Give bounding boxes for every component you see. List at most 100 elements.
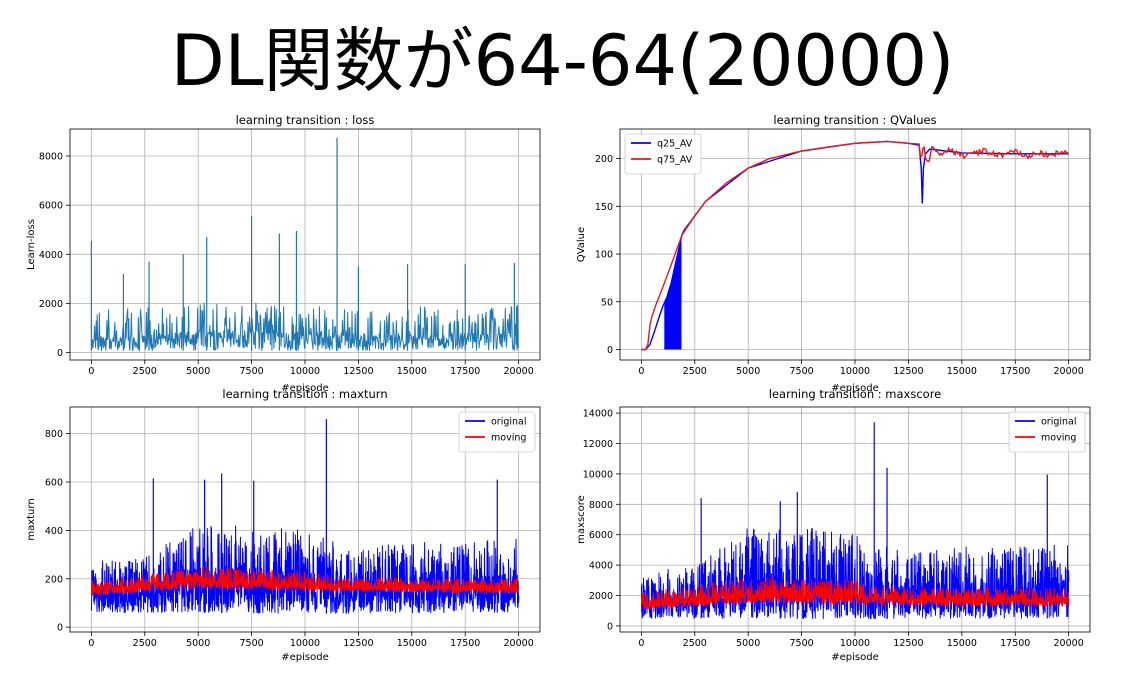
grid-lines [70,129,540,360]
y-tick-label: 0 [607,345,613,356]
chart-title: learning transition : maxturn [222,387,387,401]
chart-maxscore: learning transition : maxscore 0 2500 5000 7… [576,387,1091,663]
x-tick-label: 10000 [840,366,870,377]
x-tick-label: 20000 [1054,366,1084,377]
series-moving [90,566,520,597]
y-tick-label: 14000 [583,409,613,420]
chart-qvalues: learning transition : QValues 0 2500 5000 75… [576,113,1091,392]
series-fill [664,239,682,350]
x-tick-label: 12500 [343,366,373,377]
legend-label: q75_AV [657,155,693,166]
x-tick-label: 5000 [736,638,760,649]
x-tick-label: 2500 [683,638,707,649]
series-loss [90,137,520,352]
x-tick-label: 17500 [1000,366,1030,377]
x-tick-label: 7500 [789,638,813,649]
plot-area [641,140,1069,351]
plot-frame [619,406,1091,633]
x-tick-label: 12500 [343,638,373,649]
x-tick-label: 10000 [840,638,870,649]
x-tick-label: 7500 [789,366,813,377]
y-tick-label: 800 [45,429,63,440]
y-tick-label: 8000 [39,152,63,163]
x-tick-label: 17500 [1000,638,1030,649]
y-tick-label: 400 [45,526,63,537]
series-moving [640,577,1070,610]
y-axis-label: maxscore [576,495,587,544]
plot-area [90,419,520,614]
x-axis-label: #episode [281,383,329,392]
chart-loss: learning transition : loss 0 2500 5000 7500 1… [26,113,541,392]
y-tick-label: 200 [45,574,63,585]
chart-title: learning transition : maxscore [769,387,942,401]
series-line [90,302,520,352]
legend: q25_AV q75_AV [624,133,702,175]
legend-box [1008,411,1086,453]
y-tick-label: 4000 [39,250,63,261]
plot-frame [69,128,541,361]
y-axis-label: Learn-loss [26,219,37,270]
y-tick-label: 4000 [589,561,613,572]
y-tick-label: 200 [595,154,613,165]
slide-title: DL関数が64-64(20000) [170,20,955,102]
x-tick-label: 12500 [893,638,923,649]
x-tick-label: 0 [638,638,644,649]
x-tick-label: 12500 [893,366,923,377]
x-tick-label: 10000 [290,366,320,377]
chart-maxturn: learning transition : maxturn 0 2500 5000 75… [26,387,541,663]
x-tick-label: 7500 [239,366,263,377]
x-tick-label: 2500 [133,366,157,377]
legend: original moving [458,411,536,453]
legend-label: moving [491,433,526,444]
y-axis-label: QValue [576,227,587,262]
plot-frame [69,406,541,633]
series-q75-av [641,140,1069,351]
y-tick-label: 0 [607,621,613,632]
x-tick-label: 2500 [133,638,157,649]
series-line [640,577,1070,610]
series-line [641,140,1069,351]
y-tick-label: 50 [601,297,613,308]
plot-area [90,137,520,352]
y-tick-label: 150 [595,202,613,213]
x-tick-label: 5000 [186,638,210,649]
x-axis-label: #episode [831,652,879,663]
legend-label: original [1041,417,1077,428]
x-tick-label: 15000 [947,366,977,377]
x-axis-label: #episode [831,383,879,392]
x-tick-label: 15000 [947,638,977,649]
y-axis-label: maxturn [26,498,37,540]
x-tick-label: 0 [88,366,94,377]
x-axis-label: #episode [281,652,329,663]
x-tick-label: 20000 [504,638,534,649]
y-tick-label: 600 [45,478,63,489]
chart-title: learning transition : QValues [773,113,936,127]
y-tick-label: 0 [57,623,63,634]
x-tick-label: 15000 [397,366,427,377]
y-tick-label: 2000 [589,591,613,602]
x-tick-label: 0 [88,638,94,649]
y-tick-label: 8000 [589,500,613,511]
y-tick-label: 6000 [589,530,613,541]
x-tick-label: 0 [638,366,644,377]
x-tick-label: 20000 [1054,638,1084,649]
x-tick-label: 5000 [186,366,210,377]
y-tick-label: 6000 [39,201,63,212]
y-tick-label: 0 [57,348,63,359]
legend-label: moving [1041,433,1076,444]
plot-frame [619,128,1091,361]
legend-label: q25_AV [657,139,693,150]
plot-area [640,422,1070,620]
chart-title: learning transition : loss [236,113,375,127]
x-tick-label: 17500 [450,366,480,377]
y-tick-label: 12000 [583,439,613,450]
legend-box [458,411,536,453]
x-tick-label: 2500 [683,366,707,377]
y-tick-label: 10000 [583,469,613,480]
x-tick-label: 17500 [450,638,480,649]
y-tick-label: 100 [595,250,613,261]
legend: original moving [1008,411,1086,453]
x-tick-label: 7500 [239,638,263,649]
x-tick-label: 15000 [397,638,427,649]
x-tick-label: 20000 [504,366,534,377]
